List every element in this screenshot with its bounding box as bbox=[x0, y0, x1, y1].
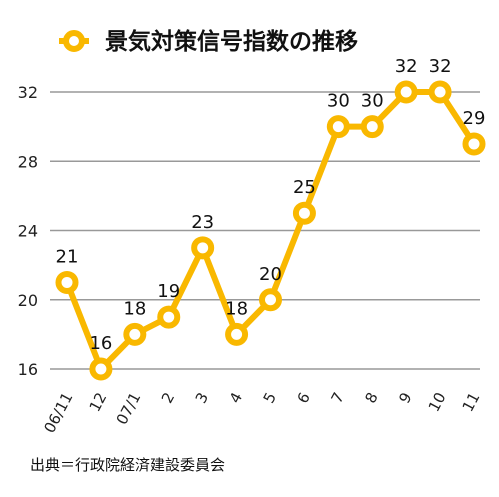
data-label-5: 18 bbox=[225, 298, 248, 319]
data-label-0: 21 bbox=[56, 246, 79, 267]
data-label-7: 25 bbox=[293, 177, 316, 198]
data-point-8 bbox=[326, 115, 350, 139]
x-tick-label-6: 5 bbox=[260, 389, 280, 406]
y-tick-label-28: 28 bbox=[18, 152, 38, 171]
data-label-10: 32 bbox=[395, 56, 418, 77]
x-tick-label-8: 7 bbox=[327, 389, 347, 406]
grid bbox=[50, 91, 480, 370]
x-tick-label-1: 12 bbox=[86, 389, 111, 414]
data-point-3 bbox=[157, 305, 181, 329]
data-point-11 bbox=[428, 80, 452, 104]
x-tick-label-7: 6 bbox=[294, 389, 314, 406]
y-axis-ticks: 16 20 24 28 32 bbox=[18, 83, 38, 379]
x-tick-label-10: 9 bbox=[395, 389, 415, 406]
y-tick-label-20: 20 bbox=[18, 291, 38, 310]
data-point-0 bbox=[55, 270, 79, 294]
x-tick-label-4: 3 bbox=[192, 389, 212, 406]
x-tick-label-0: 06/11 bbox=[40, 389, 76, 436]
data-point-5 bbox=[225, 322, 249, 346]
x-tick-label-2: 07/1 bbox=[113, 389, 145, 427]
data-label-3: 19 bbox=[157, 281, 180, 302]
series bbox=[55, 80, 486, 381]
y-tick-label-32: 32 bbox=[18, 83, 38, 102]
x-tick-label-12: 11 bbox=[459, 389, 484, 414]
data-label-8: 30 bbox=[327, 91, 350, 112]
data-label-2: 18 bbox=[123, 298, 146, 319]
x-tick-label-5: 4 bbox=[226, 389, 246, 406]
legend-label: 景気対策信号指数の推移 bbox=[105, 28, 358, 55]
data-labels: 21 16 18 19 23 18 20 25 30 30 32 32 29 bbox=[56, 56, 486, 354]
data-label-1: 16 bbox=[89, 333, 112, 354]
source-note: 出典＝行政院経済建設委員会 bbox=[30, 456, 225, 474]
x-tick-label-9: 8 bbox=[361, 389, 381, 406]
data-label-9: 30 bbox=[361, 91, 384, 112]
data-label-4: 23 bbox=[191, 212, 214, 233]
data-point-10 bbox=[394, 80, 418, 104]
data-point-6 bbox=[259, 288, 282, 312]
x-tick-label-11: 10 bbox=[425, 389, 450, 414]
data-label-11: 32 bbox=[429, 56, 452, 77]
data-point-4 bbox=[191, 236, 215, 260]
x-tick-label-3: 2 bbox=[158, 389, 178, 406]
x-axis-ticks: 06/11 12 07/1 2 3 4 5 6 7 8 9 10 11 bbox=[40, 389, 483, 436]
data-label-6: 20 bbox=[259, 264, 282, 285]
data-point-7 bbox=[292, 201, 316, 225]
data-point-9 bbox=[360, 115, 384, 139]
data-point-12 bbox=[462, 132, 486, 156]
legend-marker bbox=[63, 30, 85, 52]
y-tick-label-16: 16 bbox=[18, 360, 38, 379]
legend: 景気対策信号指数の推移 bbox=[59, 28, 358, 55]
y-tick-label-24: 24 bbox=[18, 222, 38, 241]
data-label-12: 29 bbox=[463, 108, 486, 129]
data-point-1 bbox=[89, 357, 113, 381]
data-point-2 bbox=[123, 322, 147, 346]
